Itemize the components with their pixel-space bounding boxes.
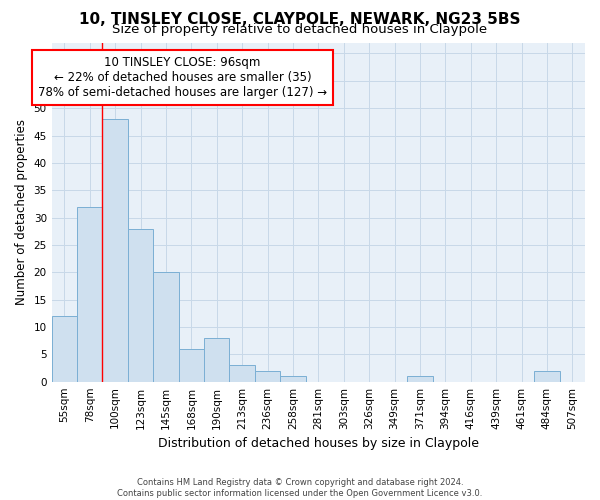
Bar (128, 228, 153, 382)
Bar (204, 338, 229, 382)
Bar (153, 272, 179, 382)
Bar (534, 370, 560, 382)
Bar (179, 349, 204, 382)
Y-axis label: Number of detached properties: Number of detached properties (15, 119, 28, 305)
Bar (229, 366, 255, 382)
Text: 10 TINSLEY CLOSE: 96sqm
← 22% of detached houses are smaller (35)
78% of semi-de: 10 TINSLEY CLOSE: 96sqm ← 22% of detache… (38, 56, 327, 99)
Bar (52, 316, 77, 382)
Bar (255, 370, 280, 382)
Bar (103, 119, 128, 382)
Bar (280, 376, 305, 382)
X-axis label: Distribution of detached houses by size in Claypole: Distribution of detached houses by size … (158, 437, 479, 450)
Text: 10, TINSLEY CLOSE, CLAYPOLE, NEWARK, NG23 5BS: 10, TINSLEY CLOSE, CLAYPOLE, NEWARK, NG2… (79, 12, 521, 28)
Bar (407, 376, 433, 382)
Text: Size of property relative to detached houses in Claypole: Size of property relative to detached ho… (112, 22, 488, 36)
Text: Contains HM Land Registry data © Crown copyright and database right 2024.
Contai: Contains HM Land Registry data © Crown c… (118, 478, 482, 498)
Bar (77, 206, 103, 382)
